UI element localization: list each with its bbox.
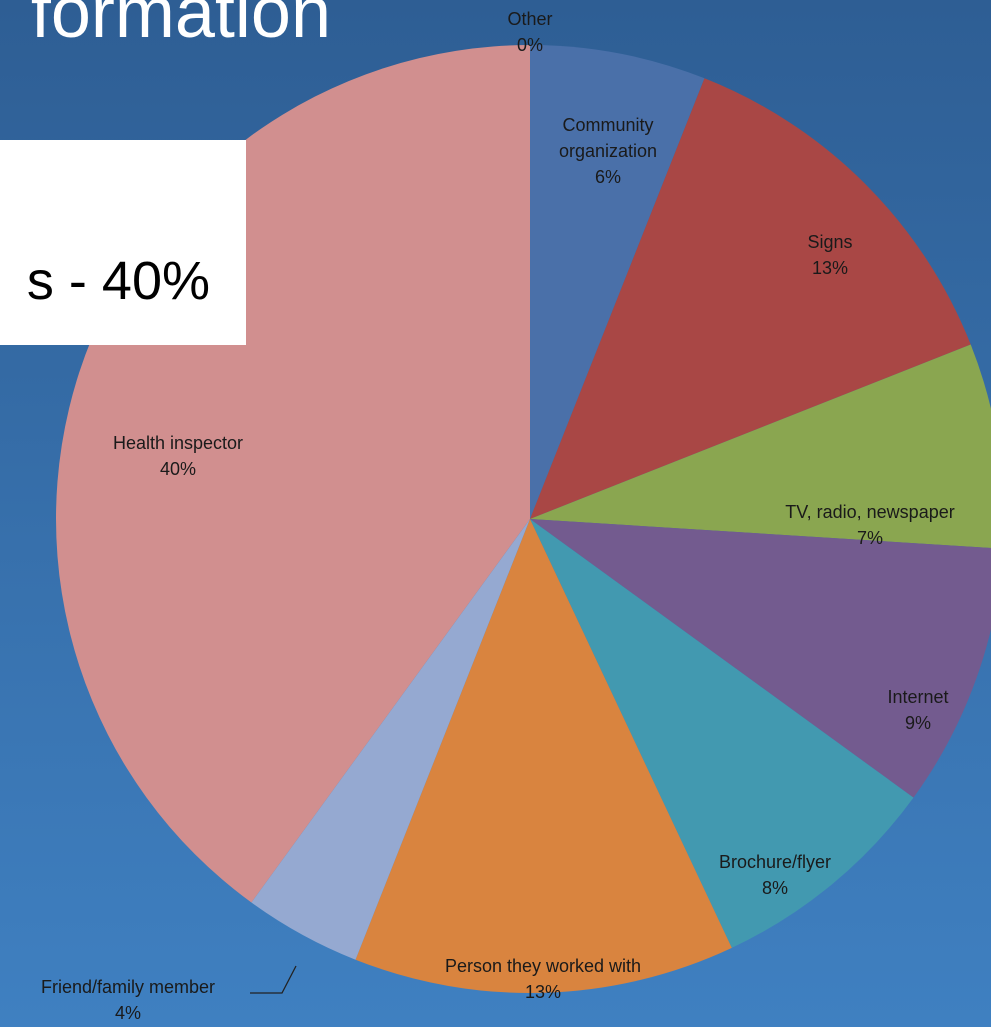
value-label: 7% bbox=[856, 528, 883, 548]
pie-slice bbox=[355, 519, 732, 993]
category-label: Community organization bbox=[558, 115, 658, 161]
callout-box: s - 40% bbox=[0, 140, 246, 345]
pie-slice bbox=[530, 78, 971, 519]
value-label: 9% bbox=[904, 713, 932, 733]
category-label: Other bbox=[507, 9, 553, 29]
pie-slice bbox=[251, 519, 531, 960]
category-label: TV, radio, newspaper bbox=[785, 502, 955, 522]
value-label: 40% bbox=[159, 459, 197, 479]
category-label: Health inspector bbox=[112, 433, 244, 453]
slice-label: Internet 9% bbox=[887, 684, 948, 736]
pie-slice bbox=[530, 344, 991, 549]
category-label: Friend/family member bbox=[40, 977, 216, 997]
pie-slice bbox=[530, 519, 914, 948]
slice-label: Person they worked with 13% bbox=[445, 953, 641, 1005]
value-label: 8% bbox=[761, 878, 789, 898]
leader-line bbox=[250, 965, 297, 994]
value-label: 4% bbox=[114, 1003, 142, 1023]
slice-label: Health inspector 40% bbox=[113, 430, 243, 482]
slice-label: Brochure/flyer 8% bbox=[719, 849, 831, 901]
slice-label: Friend/family member 4% bbox=[41, 974, 215, 1026]
slide-title: formation bbox=[30, 0, 331, 53]
value-label: 13% bbox=[811, 258, 849, 278]
callout-text: s - 40% bbox=[26, 251, 210, 311]
value-label: 6% bbox=[594, 167, 621, 187]
pie-slice bbox=[530, 519, 991, 798]
slice-label: Community organization 6% bbox=[541, 112, 676, 190]
category-label: Brochure/flyer bbox=[718, 852, 832, 872]
pie-slice bbox=[530, 45, 705, 519]
value-label: 13% bbox=[524, 982, 562, 1002]
category-label: Signs bbox=[807, 232, 853, 252]
category-label: Internet bbox=[887, 687, 949, 707]
slice-label: Signs 13% bbox=[807, 229, 852, 281]
slice-label: Other 0% bbox=[507, 6, 552, 58]
category-label: Person they worked with bbox=[444, 956, 642, 976]
value-label: 0% bbox=[516, 35, 543, 55]
slice-label: TV, radio, newspaper 7% bbox=[785, 499, 954, 551]
